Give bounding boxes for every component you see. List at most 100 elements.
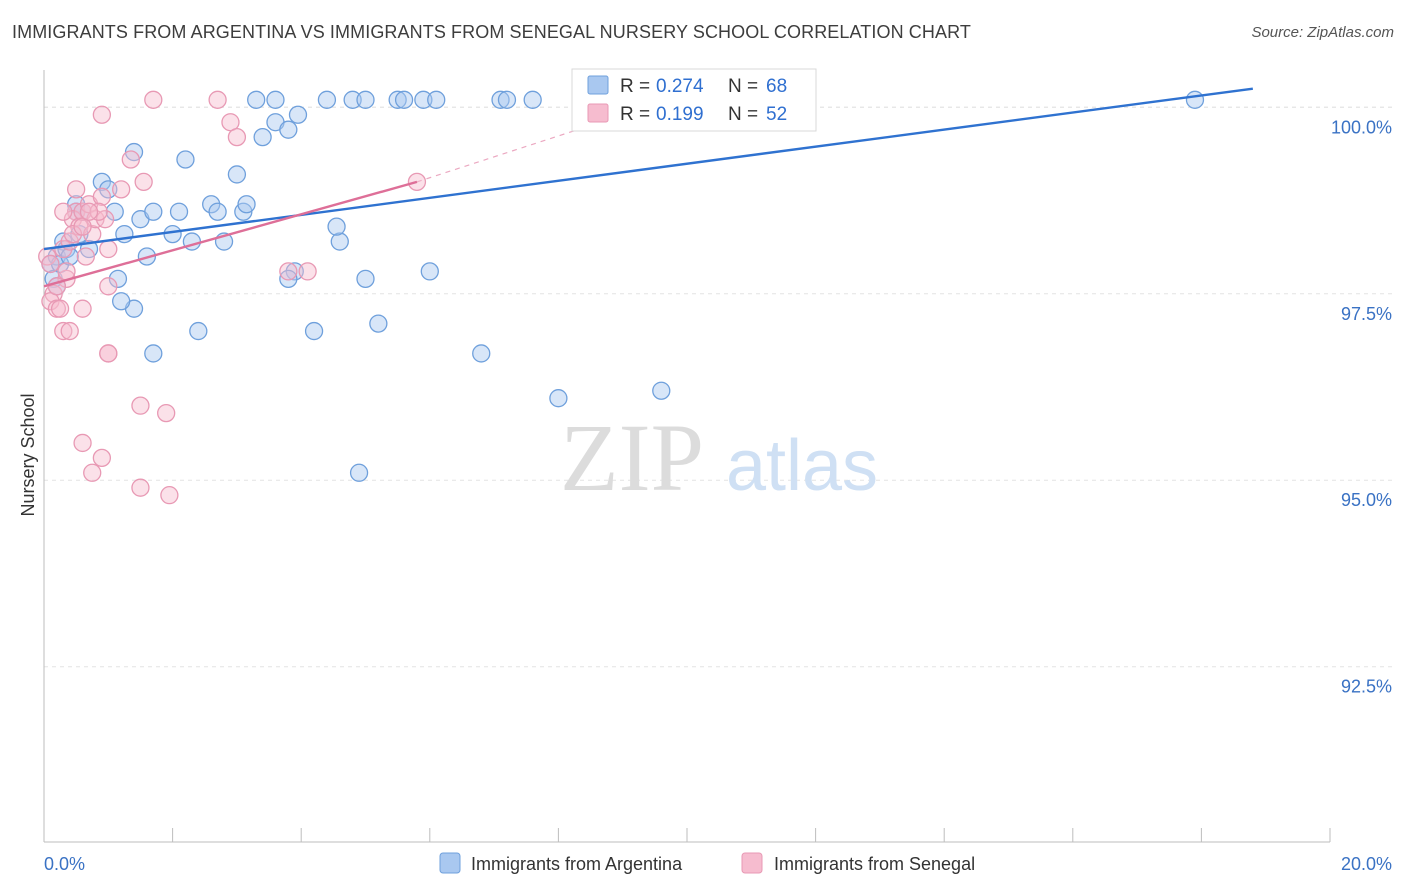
data-point-argentina [330, 232, 349, 251]
data-point-argentina [652, 381, 671, 400]
watermark-atlas: atlas [726, 426, 878, 506]
data-point-senegal [99, 239, 118, 259]
trend-lines [416, 129, 578, 183]
legend-r-value-argentina: 0.274 [656, 76, 704, 97]
data-point-senegal [99, 344, 118, 363]
data-point-argentina [491, 90, 510, 109]
data-point-argentina [189, 321, 208, 341]
data-point-argentina [414, 90, 433, 109]
data-point-argentina [356, 269, 375, 289]
bottom-legend-label-argentina: Immigrants from Argentina [471, 854, 683, 874]
data-point-argentina [304, 321, 324, 341]
x-tick-label-max: 20.0% [1341, 854, 1392, 874]
data-point-senegal [157, 403, 176, 423]
data-point-argentina [427, 90, 446, 109]
data-point-senegal [227, 127, 247, 147]
data-point-senegal [63, 210, 83, 229]
data-point-senegal [83, 463, 102, 482]
data-point-argentina [279, 120, 298, 139]
data-point-argentina [176, 150, 195, 169]
bottom-legend: Immigrants from Argentina Immigrants fro… [439, 852, 975, 874]
y-axis-label: Nursery School [18, 393, 38, 516]
data-point-senegal [92, 187, 112, 206]
data-point-senegal [60, 321, 79, 341]
data-point-argentina [288, 105, 308, 124]
data-point-argentina [253, 127, 272, 147]
data-point-argentina [112, 292, 131, 311]
y-tick-label: 100.0% [1331, 117, 1392, 137]
legend-n-label-argentina: N = [728, 76, 758, 97]
watermark: ZIP atlas [560, 404, 878, 511]
data-point-argentina [497, 90, 517, 109]
legend-n-label-senegal: N = [728, 104, 758, 125]
bottom-legend-swatch-argentina [439, 852, 461, 874]
data-point-senegal [298, 262, 317, 281]
data-point-senegal [54, 321, 73, 341]
data-point-argentina [388, 90, 407, 109]
data-point-argentina [369, 314, 388, 333]
y-tick-label: 95.0% [1341, 490, 1392, 510]
legend-n-value-argentina: 68 [766, 76, 787, 97]
data-point-argentina [60, 247, 79, 266]
legend-r-value-senegal: 0.199 [656, 104, 704, 125]
data-point-argentina [208, 202, 227, 221]
y-tick-label: 92.5% [1341, 677, 1392, 697]
data-point-senegal [131, 396, 150, 415]
legend-swatch-argentina [587, 75, 609, 95]
legend-box: R = 0.274 N = 68 R = 0.199 N = 52 [571, 68, 817, 132]
data-point-senegal [92, 105, 112, 124]
data-point-argentina [144, 202, 163, 221]
data-point-argentina [1185, 90, 1205, 109]
gridlines [44, 106, 1392, 668]
data-point-senegal [76, 247, 95, 266]
data-point-argentina [472, 344, 491, 363]
bottom-legend-swatch-senegal [741, 852, 763, 874]
y-tick-labels: 100.0% 97.5% 95.0% 92.5% [1331, 117, 1392, 696]
y-tick-label: 97.5% [1341, 304, 1392, 324]
data-point-senegal [279, 262, 298, 281]
data-point-senegal [144, 90, 163, 109]
data-point-argentina [169, 202, 189, 221]
data-point-senegal [79, 202, 99, 221]
data-point-senegal [131, 478, 150, 497]
watermark-zip: ZIP [560, 404, 704, 511]
chart-title: IMMIGRANTS FROM ARGENTINA VS IMMIGRANTS … [12, 22, 971, 42]
data-point-argentina [99, 180, 118, 199]
source-label: Source: ZipAtlas.com [1251, 24, 1394, 41]
data-point-senegal [95, 210, 115, 229]
data-point-senegal [99, 277, 118, 296]
data-point-argentina [105, 202, 124, 221]
data-point-argentina [227, 165, 247, 184]
data-point-argentina [247, 90, 266, 109]
axes [43, 70, 1331, 843]
data-point-argentina [202, 195, 221, 214]
data-point-senegal [73, 433, 92, 453]
data-point-senegal [134, 172, 153, 192]
data-point-argentina [144, 344, 163, 363]
data-point-argentina [92, 172, 112, 192]
data-point-senegal [54, 202, 73, 221]
data-point-argentina [420, 262, 439, 281]
data-point-senegal [73, 299, 92, 318]
data-point-senegal [160, 486, 179, 505]
data-point-argentina [523, 90, 542, 109]
data-point-argentina [549, 389, 568, 408]
trend-line-argentina [43, 87, 1253, 251]
trend-line-extension-1 [416, 129, 578, 183]
data-point-argentina [163, 224, 182, 244]
data-point-senegal [63, 224, 83, 244]
data-point-argentina [237, 195, 256, 214]
data-point-senegal [112, 180, 131, 199]
data-point-argentina [108, 269, 128, 289]
data-point-senegal [67, 180, 86, 199]
data-point-argentina [317, 90, 337, 109]
x-tick-labels: 0.0% 20.0% [44, 854, 1392, 874]
legend-n-value-senegal: 52 [766, 104, 787, 125]
bottom-legend-label-senegal: Immigrants from Senegal [774, 854, 975, 874]
legend-frame [571, 68, 817, 132]
legend-r-label-argentina: R = [620, 76, 650, 97]
data-point-senegal [41, 254, 60, 274]
data-point-senegal [92, 448, 112, 468]
data-point-senegal [121, 150, 140, 169]
x-tick-label-min: 0.0% [44, 854, 85, 874]
